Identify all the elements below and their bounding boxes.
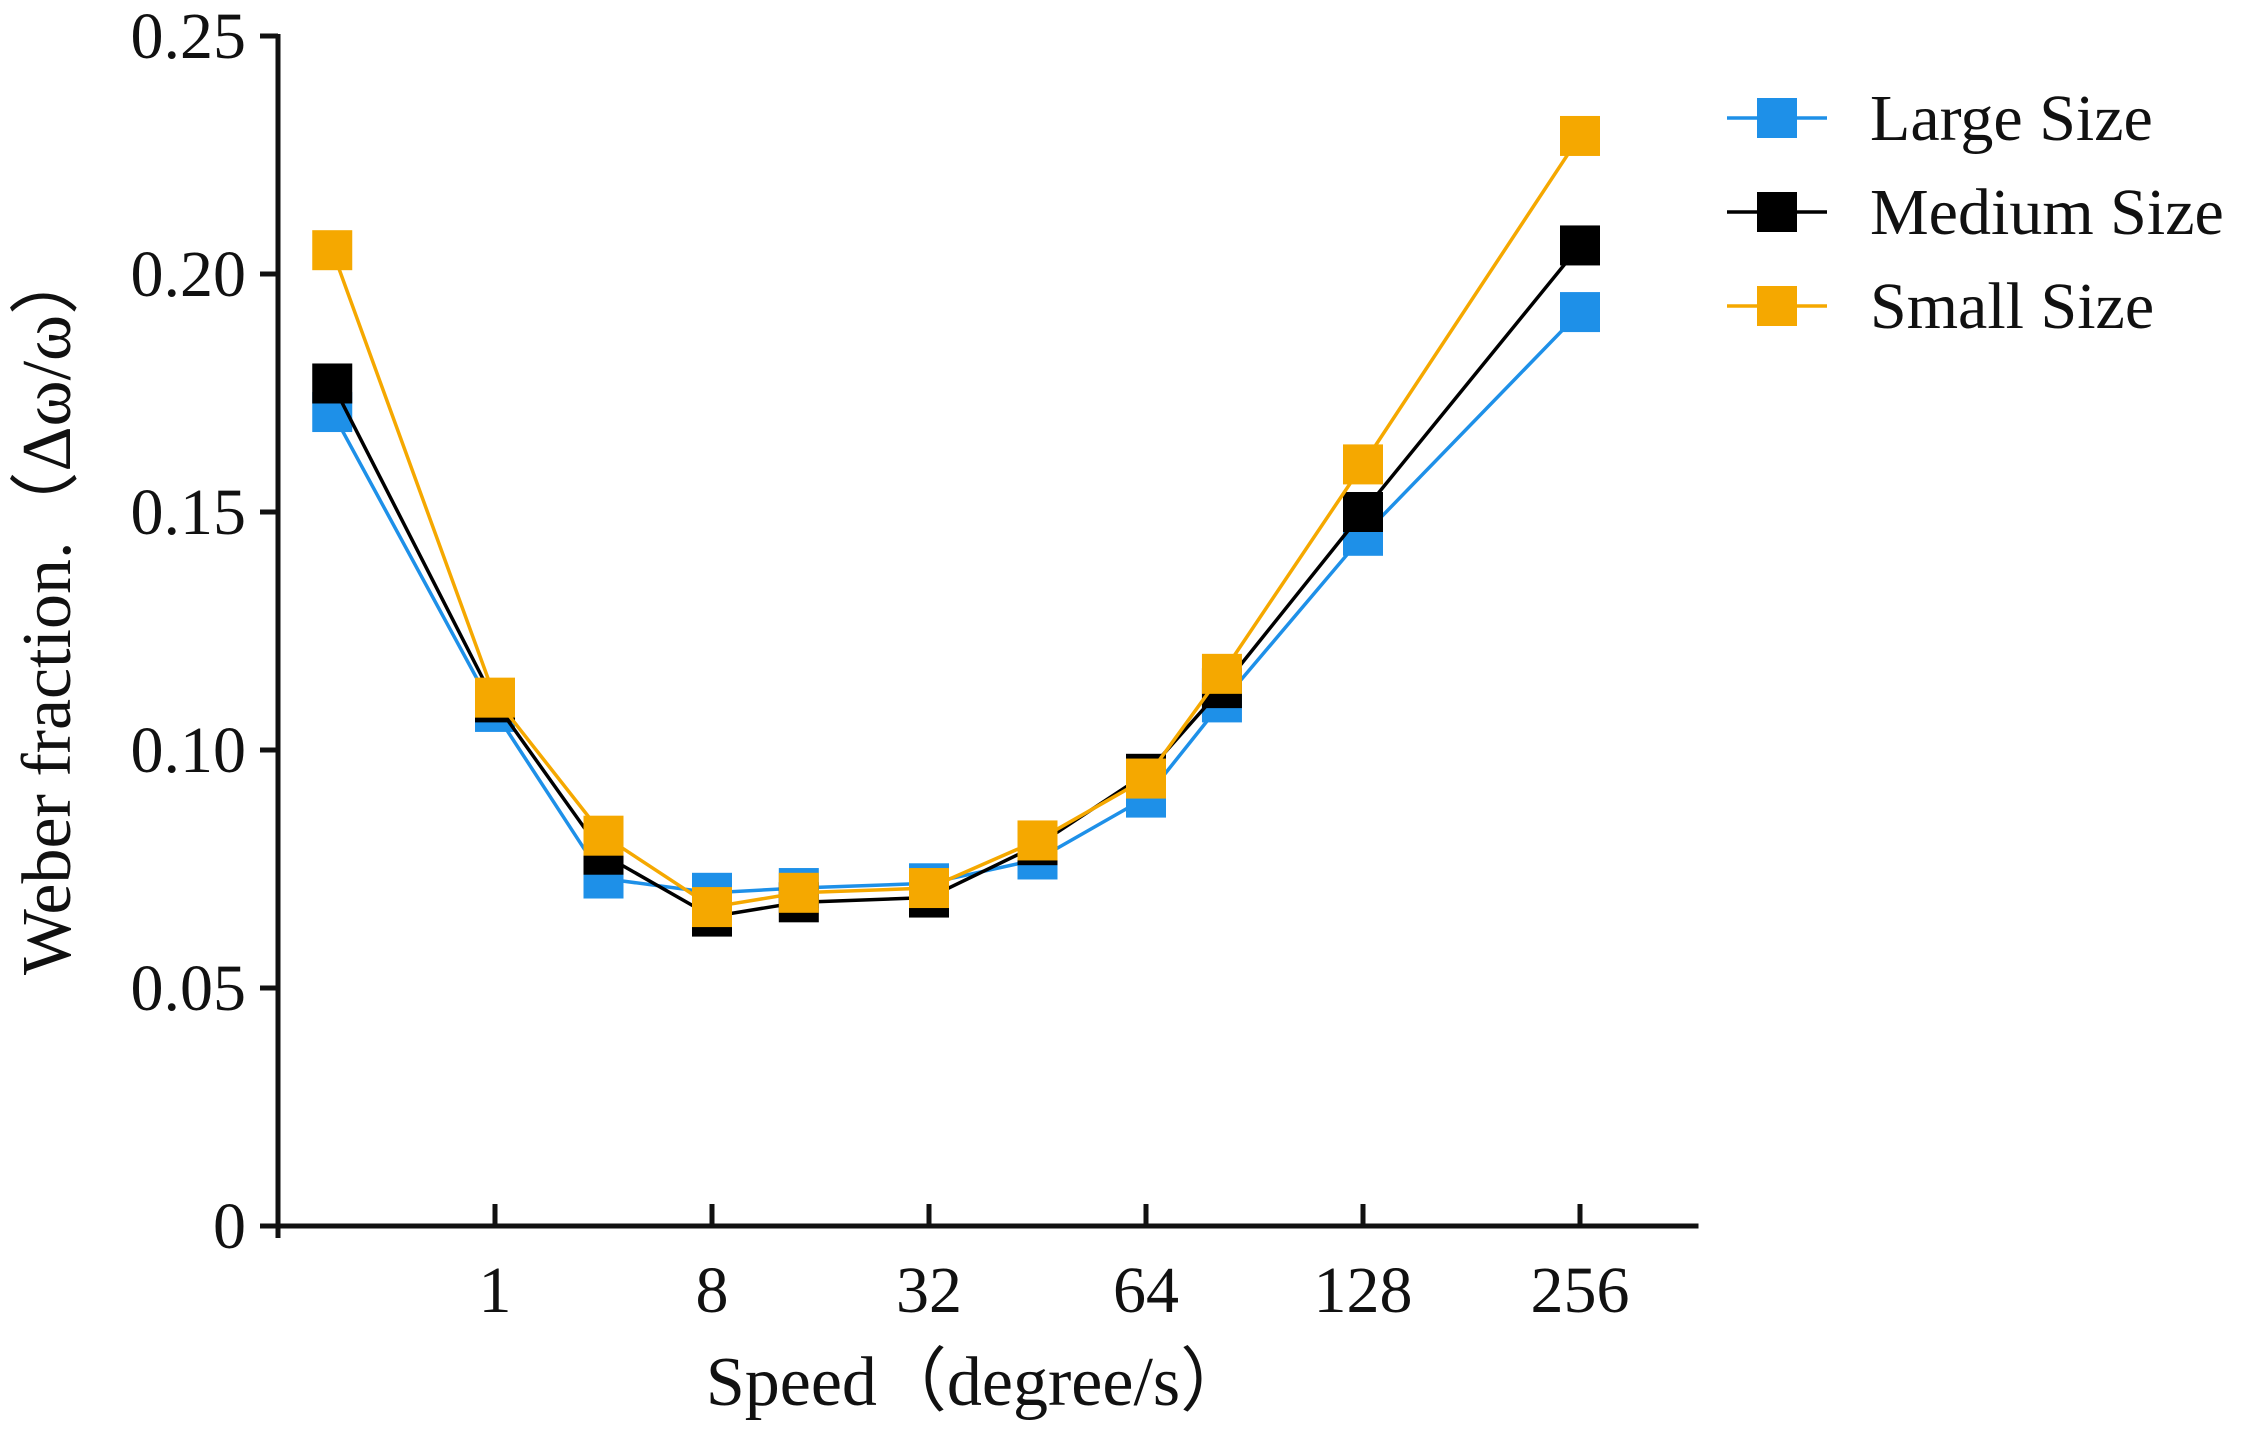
legend-marker: [1757, 192, 1797, 232]
data-point-small-size: [1017, 820, 1058, 861]
data-point-large-size: [1560, 292, 1600, 333]
data-point-medium-size: [312, 363, 353, 404]
series-line-small-size: [330, 134, 1582, 909]
series-layer: [312, 115, 1600, 937]
x-tick-label: 1: [479, 1254, 512, 1327]
data-point-small-size: [909, 868, 949, 909]
series-medium-size: [312, 225, 1600, 937]
y-tick-label: 0.05: [131, 952, 247, 1025]
data-point-small-size: [475, 677, 515, 718]
data-point-small-size: [312, 230, 353, 271]
x-tick-label: 256: [1531, 1254, 1630, 1327]
y-tick-label: 0: [213, 1190, 246, 1263]
legend-marker: [1757, 98, 1797, 138]
series-line-large-size: [330, 310, 1582, 895]
y-ticks: 0 0.05 0.10 0.15 0.20 0.25: [131, 0, 278, 1263]
x-tick-label: 8: [696, 1254, 729, 1327]
data-point-small-size: [583, 815, 624, 856]
y-tick-label: 0.15: [131, 476, 247, 549]
legend-label: Small Size: [1870, 270, 2154, 343]
legend-item-small-size: Small Size: [1727, 270, 2154, 343]
x-tick-label: 128: [1314, 1254, 1413, 1327]
legend-item-medium-size: Medium Size: [1727, 176, 2224, 249]
data-point-small-size: [778, 872, 819, 913]
data-point-medium-size: [1343, 492, 1383, 532]
y-tick-label: 0.10: [131, 714, 247, 787]
series-line-medium-size: [330, 244, 1582, 919]
y-tick-label: 0.25: [131, 0, 247, 73]
data-point-small-size: [692, 887, 732, 928]
data-point-small-size: [1560, 115, 1600, 156]
legend-label: Large Size: [1870, 82, 2153, 155]
data-point-small-size: [1201, 653, 1242, 694]
y-axis-title: Weber fraction.（Δω/ω）: [9, 245, 86, 975]
y-tick-label: 0.20: [131, 238, 247, 311]
x-axis-title: Speed（degree/s）: [706, 1344, 1250, 1421]
x-tick-label: 32: [896, 1254, 962, 1327]
data-point-medium-size: [1560, 225, 1600, 266]
legend: Large Size Medium Size Small Size: [1727, 82, 2224, 343]
data-point-small-size: [1343, 444, 1383, 485]
legend-label: Medium Size: [1870, 176, 2224, 249]
x-tick-label: 64: [1113, 1254, 1179, 1327]
legend-item-large-size: Large Size: [1727, 82, 2153, 155]
legend-marker: [1757, 286, 1797, 326]
x-ticks: 1 8 32 64 128 256: [479, 1204, 1630, 1327]
series-small-size: [312, 115, 1600, 928]
axes: [266, 34, 1699, 1238]
data-point-small-size: [1126, 758, 1166, 799]
series-large-size: [312, 292, 1600, 913]
